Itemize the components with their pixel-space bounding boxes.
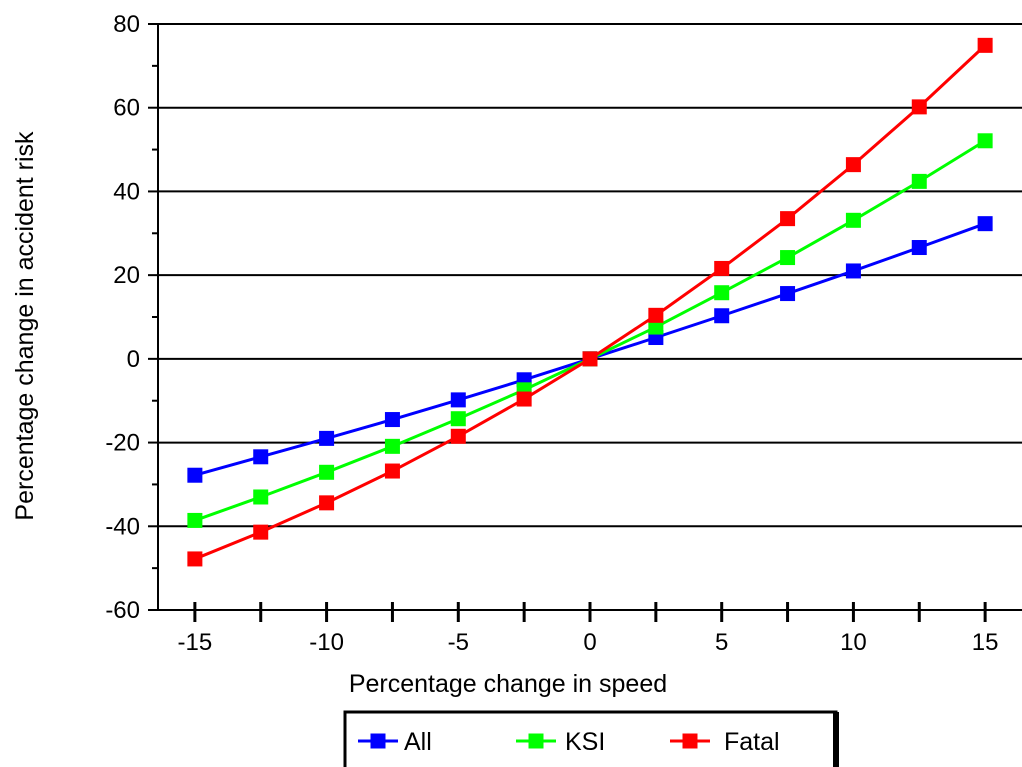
legend-marker-all [370, 733, 386, 749]
data-point-ksi [319, 464, 335, 480]
data-point-fatal [450, 428, 466, 444]
legend: All KSI Fatal [343, 710, 839, 767]
series-fatal [187, 37, 993, 567]
y-tick-label: -40 [105, 513, 140, 540]
data-point-fatal [384, 463, 400, 479]
y-tick-label: 80 [113, 11, 140, 38]
x-tick-label: 10 [840, 629, 867, 656]
data-point-fatal [845, 157, 861, 173]
data-point-fatal [253, 524, 269, 540]
data-point-fatal [648, 307, 664, 323]
legend-label-all: All [404, 728, 432, 756]
data-point-fatal [911, 99, 927, 115]
legend-label-ksi: KSI [565, 728, 605, 756]
data-point-fatal [187, 551, 203, 567]
data-point-fatal [516, 391, 532, 407]
data-point-all [911, 240, 927, 256]
data-point-all [187, 467, 203, 483]
data-point-ksi [911, 173, 927, 189]
data-point-ksi [977, 133, 993, 149]
data-point-ksi [384, 438, 400, 454]
data-point-all [450, 392, 466, 408]
x-tick-label: 5 [715, 629, 728, 656]
legend-marker-ksi [528, 733, 544, 749]
data-point-all [384, 412, 400, 428]
legend-marker-fatal [682, 733, 698, 749]
data-point-ksi [845, 212, 861, 228]
data-point-ksi [780, 250, 796, 266]
x-tick-label: -15 [178, 629, 213, 656]
series-line-ksi [194, 139, 986, 522]
data-point-all [845, 263, 861, 279]
series-layer [187, 37, 993, 567]
legend-label-fatal: Fatal [724, 728, 780, 756]
data-point-all [977, 216, 993, 232]
series-line-fatal [194, 44, 987, 561]
x-tick-label: -10 [309, 629, 344, 656]
data-point-all [319, 430, 335, 446]
axes [148, 23, 1022, 622]
data-point-fatal [714, 260, 730, 276]
data-point-ksi [253, 489, 269, 505]
y-tick-label: 40 [113, 178, 140, 205]
x-tick-label: 0 [583, 629, 596, 656]
data-point-ksi [187, 512, 203, 528]
y-tick-label: -60 [105, 597, 140, 624]
y-tick-label: 60 [113, 95, 140, 122]
data-point-fatal [977, 37, 993, 53]
y-tick-label: 20 [113, 262, 140, 289]
data-point-fatal [780, 211, 796, 227]
y-tick-label: -20 [105, 430, 140, 457]
data-point-ksi [648, 319, 664, 335]
data-point-all [714, 308, 730, 324]
data-point-all [253, 449, 269, 465]
data-point-ksi [714, 285, 730, 301]
y-axis-title: Percentage change in accident risk [11, 131, 39, 521]
data-point-all [780, 286, 796, 302]
series-line-all [194, 222, 986, 477]
x-axis-title: Percentage change in speed [349, 670, 667, 698]
series-ksi [187, 133, 993, 528]
y-tick-label: 0 [127, 346, 140, 373]
gridlines [158, 23, 1022, 528]
x-tick-label: -5 [448, 629, 469, 656]
data-point-ksi [450, 411, 466, 427]
axis-labels: -60 -40 -20 0 20 40 60 80 -15 -10 -5 0 5 10 15 Percenta… [11, 11, 998, 698]
x-tick-label: 15 [972, 629, 999, 656]
data-point-fatal [319, 495, 335, 511]
data-point-fatal [582, 351, 598, 367]
